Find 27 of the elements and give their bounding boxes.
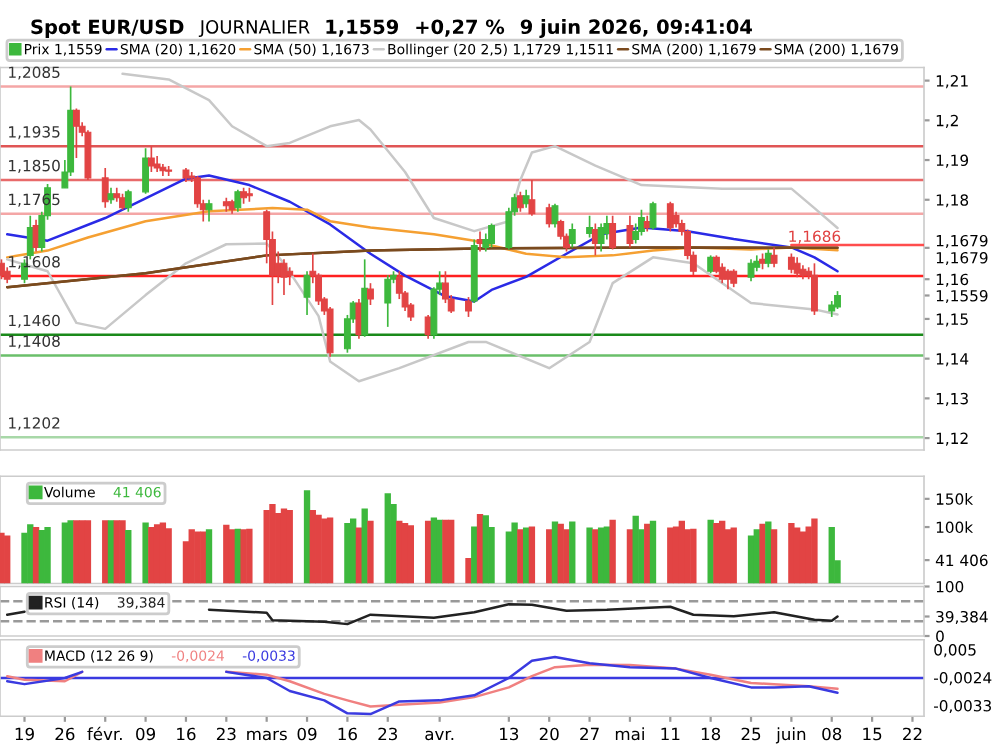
x-tick-label: 23 bbox=[216, 727, 236, 741]
x-tick-label: 22 bbox=[903, 727, 922, 741]
chart-title: Spot EUR/USD bbox=[31, 19, 184, 38]
x-tick-label: 26 bbox=[55, 727, 75, 741]
x-tick-label: mars bbox=[247, 730, 287, 741]
text: 1,1559 bbox=[326, 19, 399, 37]
x-tick-label: 09 bbox=[297, 727, 317, 741]
x-tick-label: 20 bbox=[539, 727, 559, 741]
text: 9 juin 2026, 09:41:04 bbox=[520, 19, 752, 38]
x-tick-label: 16 bbox=[338, 727, 357, 741]
x-tick-label: 18 bbox=[701, 727, 721, 741]
x-tick-label: avr. bbox=[425, 730, 454, 741]
x-tick-label: juin bbox=[775, 727, 806, 744]
x-tick-label: 08 bbox=[822, 727, 842, 741]
x-tick-label: 13 bbox=[500, 727, 519, 741]
chart-subtitle: JOURNALIER bbox=[198, 20, 310, 38]
x-tick-label: févr. bbox=[87, 726, 122, 741]
x-tick-label: 23 bbox=[378, 727, 398, 741]
x-tick-label: mai bbox=[615, 727, 644, 741]
x-tick-label: 27 bbox=[580, 727, 599, 741]
x-tick-label: 25 bbox=[741, 727, 761, 741]
text: +0,27 % bbox=[416, 19, 505, 37]
x-tick-label: 09 bbox=[136, 727, 156, 741]
x-tick-label: 15 bbox=[863, 727, 882, 741]
x-tick-label: 16 bbox=[177, 727, 196, 741]
x-tick-label: 11 bbox=[661, 727, 680, 741]
x-tick-label: 19 bbox=[15, 727, 34, 741]
